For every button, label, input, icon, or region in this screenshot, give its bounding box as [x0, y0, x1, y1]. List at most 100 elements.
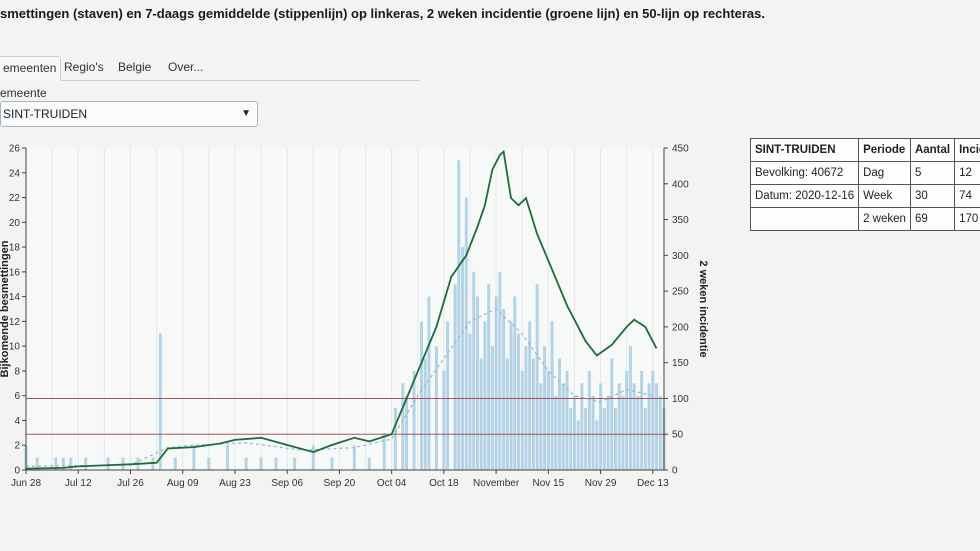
y-left-tick-label: 16 — [9, 267, 21, 278]
y-right-tick-label: 250 — [672, 287, 689, 298]
x-tick-label: Jul 26 — [117, 478, 144, 489]
bar — [535, 284, 539, 470]
info-cell: 170 — [954, 207, 980, 231]
cases-chart: 0246810121416182022242605010015020025030… — [0, 144, 709, 490]
bar — [561, 383, 565, 470]
bar — [412, 370, 416, 470]
y-left-tick-label: 24 — [9, 168, 21, 179]
gemeente-select[interactable]: SINT-TRUIDEN ▼ — [0, 101, 258, 127]
bar — [614, 408, 617, 470]
tab-regios[interactable]: Regio's — [64, 60, 104, 74]
bar — [274, 457, 278, 470]
tab-over[interactable]: Over... — [168, 60, 204, 74]
table-row: Bevolking: 40672 Dag 5 12 — [749, 161, 980, 185]
bar — [401, 383, 405, 470]
x-tick-label: Nov 15 — [532, 478, 564, 489]
bar — [599, 383, 603, 470]
y-right-tick-label: 50 — [672, 430, 684, 441]
bar — [505, 358, 509, 470]
x-tick-label: Dec 13 — [637, 478, 669, 489]
x-tick-label: Sep 06 — [271, 478, 303, 489]
bar — [427, 296, 431, 470]
bar — [498, 271, 502, 470]
y-right-tick-label: 200 — [672, 322, 689, 333]
bar — [610, 358, 614, 470]
info-header-incidentie: Incic — [954, 138, 980, 162]
bar — [472, 271, 476, 470]
bar — [173, 457, 177, 470]
info-cell: Bevolking: 40672 — [749, 161, 860, 185]
bar — [106, 457, 110, 470]
bar — [632, 383, 636, 470]
bar — [419, 321, 423, 470]
bar — [487, 284, 491, 470]
bar — [367, 457, 371, 470]
y-right-tick-label: 450 — [672, 144, 689, 155]
bar — [434, 346, 438, 470]
bar — [520, 370, 524, 470]
bar — [528, 321, 532, 470]
gemeente-label: emeente — [0, 86, 47, 100]
bar — [502, 309, 506, 470]
dropdown-caret-icon[interactable]: ▼ — [241, 108, 251, 119]
y-right-tick-label: 350 — [672, 215, 689, 226]
info-cell: Week — [858, 184, 911, 208]
bar — [621, 395, 625, 470]
bar — [293, 457, 297, 470]
bar — [554, 395, 558, 470]
y-left-tick-label: 12 — [9, 317, 21, 328]
x-tick-label: Oct 04 — [377, 478, 407, 489]
bar — [625, 370, 629, 470]
bar — [352, 445, 356, 470]
bar — [259, 457, 263, 470]
info-cell: 12 — [954, 161, 980, 185]
bar — [330, 457, 334, 470]
y-left-tick-label: 26 — [9, 144, 21, 155]
x-tick-label: Jun 28 — [11, 478, 41, 489]
info-cell: 69 — [909, 207, 956, 231]
y-right-tick-label: 100 — [672, 394, 689, 405]
bar — [490, 346, 494, 470]
y-axis-right-label: 2 weken incidentie — [697, 260, 709, 357]
x-tick-label: Aug 23 — [219, 478, 251, 489]
bar-series — [24, 160, 666, 470]
bar — [192, 445, 196, 470]
y-left-tick-label: 0 — [14, 466, 20, 477]
bar — [483, 321, 487, 470]
tab-belgie[interactable]: Belgie — [118, 60, 152, 74]
y-right-tick-label: 300 — [672, 251, 689, 262]
bar — [531, 358, 535, 470]
info-cell: Datum: 2020-12-16 — [749, 184, 860, 208]
bar — [636, 395, 640, 470]
bar — [576, 420, 580, 470]
bar — [565, 370, 569, 470]
page-title: smettingen (staven) en 7-daags gemiddeld… — [0, 6, 766, 21]
y-right-tick-label: 400 — [672, 179, 689, 190]
x-tick-label: Nov 29 — [585, 478, 617, 489]
info-table: SINT-TRUIDEN Periode Aantal Incic Bevolk… — [749, 138, 980, 231]
bar — [494, 296, 498, 470]
bar — [643, 408, 647, 470]
bar — [640, 370, 644, 470]
y-right-tick-label: 0 — [672, 466, 678, 477]
bar — [158, 333, 162, 470]
reference-lines — [26, 397, 664, 435]
gemeente-select-value: SINT-TRUIDEN — [3, 107, 87, 121]
x-tick-label: Sep 20 — [324, 478, 356, 489]
bar — [442, 370, 446, 470]
y-left-tick-label: 20 — [9, 218, 21, 229]
tab-gemeenten[interactable]: emeenten — [0, 56, 62, 81]
bar — [539, 383, 543, 470]
y-left-tick-label: 18 — [9, 243, 21, 254]
bar — [393, 408, 397, 470]
bar — [311, 445, 315, 470]
bar — [595, 420, 599, 470]
bar — [509, 321, 513, 470]
x-tick-label: November — [473, 478, 520, 489]
chart-axes: 0246810121416182022242605010015020025030… — [9, 144, 689, 490]
y-left-tick-label: 2 — [14, 441, 20, 452]
bar — [405, 395, 409, 470]
x-tick-label: Jul 12 — [65, 478, 92, 489]
bar — [207, 457, 211, 470]
y-left-tick-label: 14 — [9, 292, 21, 303]
